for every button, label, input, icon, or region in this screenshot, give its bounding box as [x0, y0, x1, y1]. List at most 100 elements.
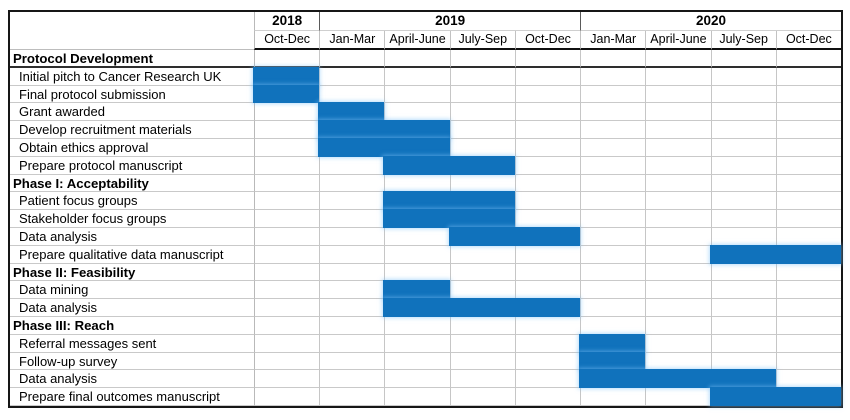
- gantt-table: 2018 2019 2020 Oct-Dec Jan-Mar April-June Jul…: [8, 10, 843, 408]
- task-label: Prepare protocol manuscript: [10, 157, 254, 175]
- grid-cell: [645, 245, 711, 264]
- grid-cell: [254, 210, 320, 228]
- grid-cell: [384, 334, 450, 353]
- grid-cell: [384, 316, 450, 335]
- grid-cell: [384, 50, 450, 68]
- task-label: Data analysis: [10, 370, 254, 389]
- gantt-task-row: Data mining: [10, 280, 841, 300]
- grid-cell: [580, 156, 646, 175]
- grid-cell: [580, 192, 646, 211]
- grid-cell: [254, 50, 320, 68]
- quarter-header-cell: July-Sep: [449, 31, 515, 50]
- gantt-bar: [448, 226, 581, 246]
- gantt-task-row: Data analysis: [10, 298, 841, 317]
- grid-cell: [449, 85, 515, 104]
- grid-cell: [319, 174, 385, 193]
- task-label: Final protocol submission: [10, 86, 254, 104]
- grid-cell: [254, 316, 320, 335]
- grid-cell: [449, 121, 515, 139]
- quarter-header-cell: Jan-Mar: [319, 31, 385, 50]
- grid-cell: [775, 281, 841, 300]
- gantt-bar: [318, 120, 450, 139]
- grid-cell: [580, 388, 646, 406]
- grid-cell: [319, 263, 385, 282]
- grid-cell: [580, 281, 646, 300]
- task-label: Follow-up survey: [10, 353, 254, 371]
- gantt-bar: [318, 102, 385, 122]
- task-label: Initial pitch to Cancer Research UK: [10, 68, 254, 86]
- grid-cell: [775, 121, 841, 139]
- grid-cell: [449, 245, 515, 264]
- grid-cell: [580, 316, 646, 335]
- grid-cell: [449, 263, 515, 282]
- grid-cell: [645, 174, 711, 193]
- grid-cell: [580, 245, 646, 264]
- grid-cell: [514, 370, 581, 389]
- gantt-bar: [253, 66, 320, 86]
- grid-cell: [449, 103, 515, 122]
- grid-cell: [254, 174, 320, 193]
- grid-cell: [254, 370, 320, 389]
- grid-cell: [254, 156, 320, 175]
- grid-cell: [319, 388, 385, 406]
- grid-cell: [449, 316, 515, 335]
- grid-cell: [775, 210, 841, 228]
- grid-cell: [775, 263, 841, 282]
- grid-cell: [319, 156, 385, 175]
- grid-cell: [645, 50, 711, 68]
- grid-cell: [775, 192, 841, 211]
- grid-cell: [319, 352, 385, 371]
- grid-cell: [254, 138, 320, 157]
- grid-cell: [514, 138, 581, 157]
- year-header-row: 2018 2019 2020: [10, 12, 841, 31]
- gantt-task-row: Data analysis: [10, 369, 841, 389]
- gantt-section-row: Protocol Development: [10, 50, 841, 68]
- grid-cell: [710, 210, 776, 228]
- grid-cell: [645, 299, 711, 317]
- task-label: Grant awarded: [10, 103, 254, 122]
- grid-cell: [254, 245, 320, 264]
- gantt-task-row: Stakeholder focus groups: [10, 209, 841, 228]
- year-header-cell: 2020: [580, 12, 841, 31]
- section-label: Phase II: Feasibility: [10, 264, 254, 282]
- gantt-task-row: Prepare final outcomes manuscript: [10, 387, 841, 406]
- task-label: Patient focus groups: [10, 192, 254, 211]
- grid-cell: [645, 210, 711, 228]
- gantt-bar: [383, 298, 581, 317]
- grid-cell: [384, 174, 450, 193]
- year-header-cell: 2019: [319, 12, 581, 31]
- grid-cell: [710, 50, 776, 68]
- grid-cell: [254, 299, 320, 317]
- grid-cell: [580, 210, 646, 228]
- gantt-task-row: Grant awarded: [10, 102, 841, 122]
- grid-cell: [514, 281, 581, 300]
- grid-cell: [449, 174, 515, 193]
- grid-cell: [710, 174, 776, 193]
- grid-cell: [254, 103, 320, 122]
- grid-cell: [710, 281, 776, 300]
- grid-cell: [254, 334, 320, 353]
- quarter-header-spacer: [10, 31, 254, 50]
- grid-cell: [580, 174, 646, 193]
- grid-cell: [514, 50, 581, 68]
- task-label: Develop recruitment materials: [10, 121, 254, 139]
- grid-cell: [319, 316, 385, 335]
- grid-cell: [254, 192, 320, 211]
- grid-cell: [384, 352, 450, 371]
- grid-cell: [319, 210, 385, 228]
- grid-cell: [319, 281, 385, 300]
- grid-cell: [710, 103, 776, 122]
- gantt-bar: [318, 137, 450, 157]
- gantt-bar: [579, 333, 646, 353]
- gantt-section-row: Phase I: Acceptability: [10, 174, 841, 193]
- task-label: Referral messages sent: [10, 335, 254, 353]
- grid-cell: [254, 121, 320, 139]
- grid-cell: [710, 299, 776, 317]
- grid-cell: [580, 50, 646, 68]
- grid-cell: [514, 334, 581, 353]
- grid-cell: [580, 67, 646, 86]
- grid-cell: [710, 121, 776, 139]
- gantt-bar: [383, 191, 515, 211]
- grid-cell: [580, 103, 646, 122]
- task-label: Data analysis: [10, 299, 254, 317]
